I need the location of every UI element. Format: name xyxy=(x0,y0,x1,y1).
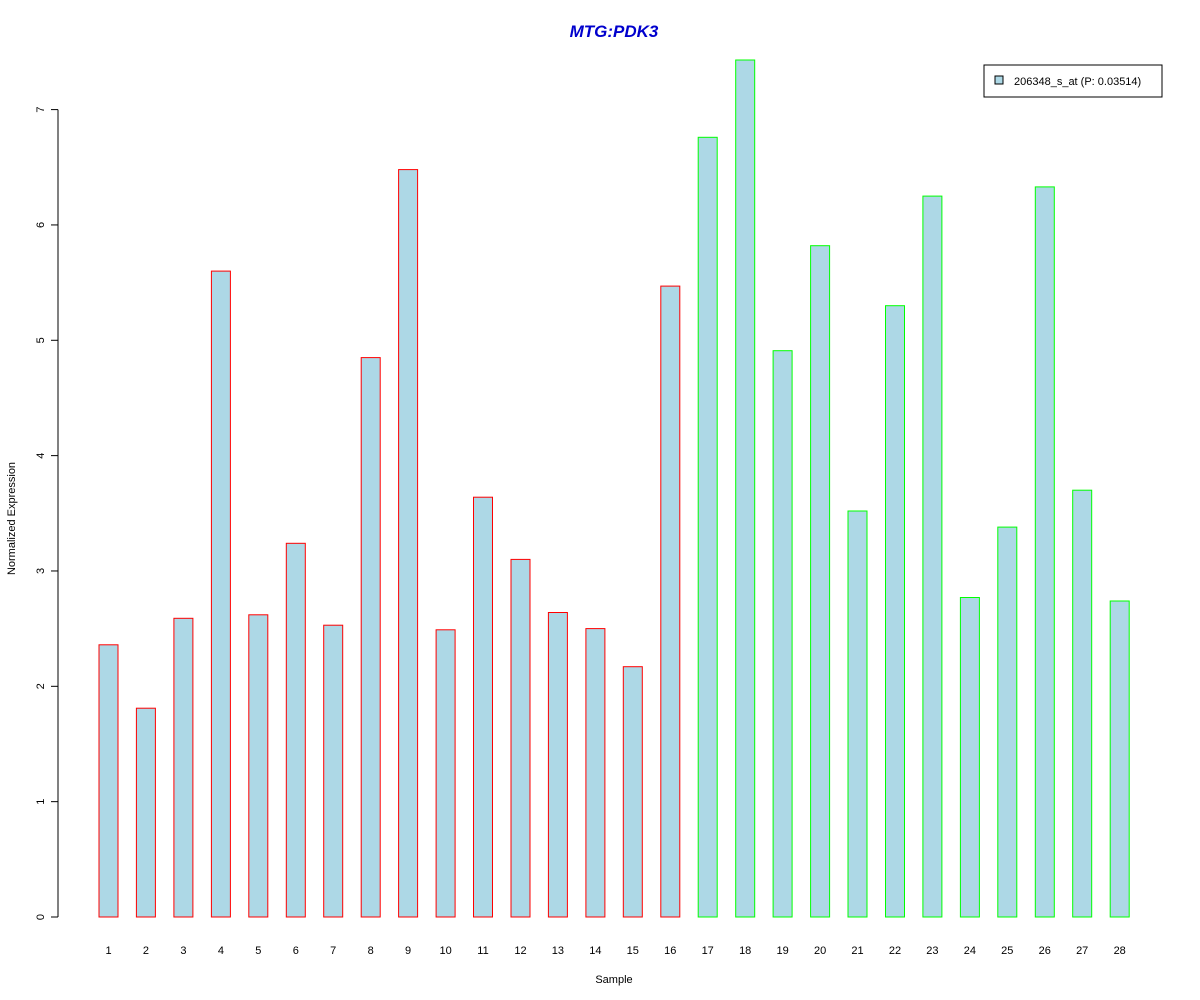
x-tick-label: 17 xyxy=(702,945,714,957)
bar-sample-25 xyxy=(997,526,1018,918)
x-tick-label: 22 xyxy=(889,945,901,957)
x-tick-label: 6 xyxy=(293,945,299,957)
y-axis-label: Normalized Expression xyxy=(6,462,18,575)
bar-sample-27 xyxy=(1072,489,1093,918)
x-tick-labels: 1 2 3 4 5 6 7 8 9 10 11 12 13 14 15 16 17 18 19 20 21 22 23 24 2… xyxy=(105,945,1125,957)
x-tick-label: 3 xyxy=(180,945,186,957)
x-tick-label: 1 xyxy=(105,945,111,957)
bar-sample-21 xyxy=(847,510,868,918)
bar-sample-3 xyxy=(173,617,194,918)
y-tick-label: 1 xyxy=(35,799,47,805)
bars xyxy=(98,59,1130,918)
x-tick-label: 27 xyxy=(1076,945,1088,957)
legend: 206348_s_at (P: 0.03514) xyxy=(983,64,1163,98)
bar-sample-7 xyxy=(323,624,344,918)
bar-sample-18 xyxy=(735,59,756,918)
bar-sample-12 xyxy=(510,558,531,918)
x-tick-label: 25 xyxy=(1001,945,1013,957)
x-tick-label: 24 xyxy=(964,945,976,957)
x-tick-label: 11 xyxy=(477,945,488,957)
x-axis-label: Sample xyxy=(595,974,632,986)
bar-sample-11 xyxy=(473,496,493,918)
x-tick-label: 4 xyxy=(218,945,224,957)
bar-sample-8 xyxy=(360,357,381,918)
x-tick-label: 26 xyxy=(1039,945,1051,957)
bar-sample-4 xyxy=(210,270,231,918)
x-tick-label: 9 xyxy=(405,945,411,957)
x-tick-label: 28 xyxy=(1114,945,1126,957)
bar-sample-20 xyxy=(810,245,831,918)
bar-sample-24 xyxy=(959,597,980,918)
chart-title: MTG:PDK3 xyxy=(570,22,659,41)
bar-sample-23 xyxy=(922,195,943,918)
x-tick-label: 12 xyxy=(514,945,526,957)
x-tick-label: 23 xyxy=(926,945,938,957)
x-tick-label: 10 xyxy=(439,945,451,957)
y-axis: 0 1 2 3 4 5 6 7 xyxy=(35,107,59,920)
bar-sample-5 xyxy=(248,614,269,918)
legend-box xyxy=(983,64,1163,98)
x-tick-label: 14 xyxy=(589,945,601,957)
bar-sample-9 xyxy=(398,169,419,918)
x-tick-label: 20 xyxy=(814,945,826,957)
bar-sample-17 xyxy=(697,136,718,918)
bar-sample-2 xyxy=(135,707,156,918)
bar-sample-14 xyxy=(585,628,606,918)
bar-sample-16 xyxy=(660,285,681,918)
y-tick-label: 0 xyxy=(35,914,47,920)
bar-sample-22 xyxy=(885,305,905,918)
bar-sample-10 xyxy=(435,629,456,918)
bar-sample-15 xyxy=(622,666,643,918)
x-tick-label: 13 xyxy=(552,945,564,957)
bar-sample-19 xyxy=(772,350,793,918)
x-tick-label: 5 xyxy=(255,945,261,957)
bar-sample-1 xyxy=(98,644,119,918)
legend-swatch xyxy=(994,75,1004,85)
y-tick-label: 4 xyxy=(35,453,47,459)
bar-sample-26 xyxy=(1034,186,1055,918)
x-tick-label: 8 xyxy=(368,945,374,957)
bar-sample-6 xyxy=(285,542,306,918)
y-tick-label: 2 xyxy=(35,683,47,689)
bar-sample-13 xyxy=(547,612,568,918)
x-tick-label: 18 xyxy=(739,945,751,957)
y-tick-label: 7 xyxy=(35,107,47,113)
x-tick-label: 16 xyxy=(664,945,676,957)
x-tick-label: 7 xyxy=(330,945,336,957)
x-tick-label: 2 xyxy=(143,945,149,957)
legend-label: 206348_s_at (P: 0.03514) xyxy=(1014,76,1141,88)
bar-sample-28 xyxy=(1109,600,1130,918)
y-tick-label: 6 xyxy=(35,222,47,228)
x-tick-label: 19 xyxy=(776,945,788,957)
x-tick-label: 21 xyxy=(851,945,863,957)
y-tick-label: 5 xyxy=(35,337,47,343)
x-tick-label: 15 xyxy=(627,945,639,957)
y-tick-label: 3 xyxy=(35,568,47,574)
